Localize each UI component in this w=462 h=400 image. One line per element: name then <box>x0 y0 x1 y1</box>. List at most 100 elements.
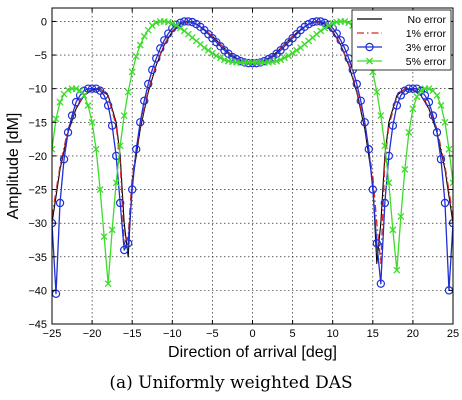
legend-entry-1-error: 1% error <box>357 28 446 40</box>
data-point-5-error <box>136 41 144 49</box>
data-point-5-error <box>204 46 212 54</box>
legend-label: 1% error <box>406 28 447 40</box>
data-point-3-error <box>111 151 121 161</box>
data-point-3-error <box>160 36 169 45</box>
data-point-5-error <box>172 22 180 29</box>
data-point-3-error <box>352 79 361 89</box>
data-point-5-error <box>425 85 433 93</box>
y-axis-label: Amplitude [dM] <box>5 113 22 220</box>
data-point-5-error <box>321 24 329 32</box>
data-point-3-error <box>380 198 390 208</box>
y-tick-label: −20 <box>28 151 47 163</box>
data-point-3-error <box>156 44 165 53</box>
data-point-3-error <box>107 121 117 130</box>
x-tick-label: −10 <box>163 328 182 340</box>
data-point-3-error <box>127 185 137 194</box>
data-point-5-error <box>52 145 56 153</box>
data-point-3-error <box>55 198 65 208</box>
data-point-3-error <box>404 84 414 93</box>
data-point-3-error <box>432 128 442 137</box>
data-point-5-error <box>100 233 108 241</box>
data-point-3-error <box>328 23 337 33</box>
data-point-5-error <box>341 17 349 25</box>
figure-caption: (a) Uniformly weighted DAS <box>109 373 352 393</box>
data-point-5-error <box>72 85 80 93</box>
data-point-3-error <box>336 36 345 45</box>
legend-label: 5% error <box>406 56 447 68</box>
series-line-1-error <box>52 20 453 265</box>
data-point-3-error <box>103 101 113 110</box>
data-point-5-error <box>128 68 136 76</box>
data-point-5-error <box>216 54 224 62</box>
data-point-5-error <box>433 91 441 99</box>
y-tick-label: 0 <box>41 16 47 28</box>
data-point-5-error <box>96 186 104 193</box>
tick-layer: −25 −20 −15 −10 −5 0 5 10 15 20 250−5−10−15−20−25−… <box>28 8 459 340</box>
data-point-5-error <box>289 49 297 57</box>
x-tick-label: −5 <box>206 328 219 340</box>
y-tick-label: −45 <box>28 319 47 331</box>
data-point-3-error <box>148 65 157 75</box>
data-point-3-error <box>360 118 369 127</box>
series-5-error <box>52 17 453 288</box>
y-tick-label: −35 <box>28 252 47 264</box>
data-point-3-error <box>99 91 109 100</box>
data-point-3-error <box>140 96 149 105</box>
data-point-3-error <box>236 56 245 66</box>
data-point-3-error <box>67 111 77 120</box>
data-point-5-error <box>285 52 293 60</box>
y-tick-label: −15 <box>28 117 47 129</box>
data-point-5-error <box>393 266 401 274</box>
data-point-3-error <box>376 279 386 288</box>
data-point-3-error <box>176 18 185 27</box>
data-point-3-error <box>71 97 81 107</box>
data-point-3-error <box>164 29 173 38</box>
data-point-5-error <box>437 102 445 109</box>
data-point-3-error <box>440 198 450 208</box>
data-point-3-error <box>184 17 193 26</box>
data-point-3-error <box>180 17 189 26</box>
data-point-5-error <box>80 91 88 99</box>
data-point-5-error <box>377 112 385 120</box>
y-tick-label: −30 <box>28 218 47 230</box>
legend-marker <box>365 42 374 52</box>
data-point-5-error <box>413 93 421 101</box>
data-point-3-error <box>83 84 93 93</box>
data-point-3-error <box>400 86 410 95</box>
data-point-5-error <box>152 19 160 27</box>
data-point-5-error <box>381 142 389 150</box>
data-point-5-error <box>84 102 92 109</box>
data-point-3-error <box>123 239 133 248</box>
data-point-5-error <box>281 54 289 62</box>
data-point-5-error <box>176 24 184 32</box>
data-point-5-error <box>116 142 124 150</box>
data-point-3-error <box>260 56 269 66</box>
data-point-3-error <box>424 97 434 107</box>
data-point-3-error <box>356 96 365 105</box>
data-point-3-error <box>408 84 418 93</box>
data-point-5-error <box>88 118 96 126</box>
data-point-3-error <box>316 17 325 26</box>
y-tick-label: −40 <box>28 285 47 297</box>
data-point-3-error <box>172 20 181 30</box>
data-point-5-error <box>56 98 64 106</box>
data-point-3-error <box>436 155 446 164</box>
data-point-5-error <box>168 20 176 27</box>
data-point-5-error <box>373 88 381 96</box>
x-tick-label: 15 <box>367 328 379 340</box>
data-point-3-error <box>132 144 141 154</box>
y-tick-label: −25 <box>28 185 47 197</box>
x-tick-label: 25 <box>447 328 459 340</box>
data-point-3-error <box>304 19 313 29</box>
data-point-5-error <box>445 145 453 153</box>
x-tick-label: −15 <box>123 328 142 340</box>
data-point-3-error <box>428 111 438 120</box>
data-point-3-error <box>364 144 373 154</box>
data-point-5-error <box>325 22 333 29</box>
legend-entry-no-error: No error <box>357 14 446 26</box>
data-point-5-error <box>148 22 156 29</box>
data-point-5-error <box>417 87 425 95</box>
data-point-5-error <box>385 179 393 187</box>
data-point-3-error <box>392 101 402 110</box>
data-point-5-error <box>405 128 413 136</box>
